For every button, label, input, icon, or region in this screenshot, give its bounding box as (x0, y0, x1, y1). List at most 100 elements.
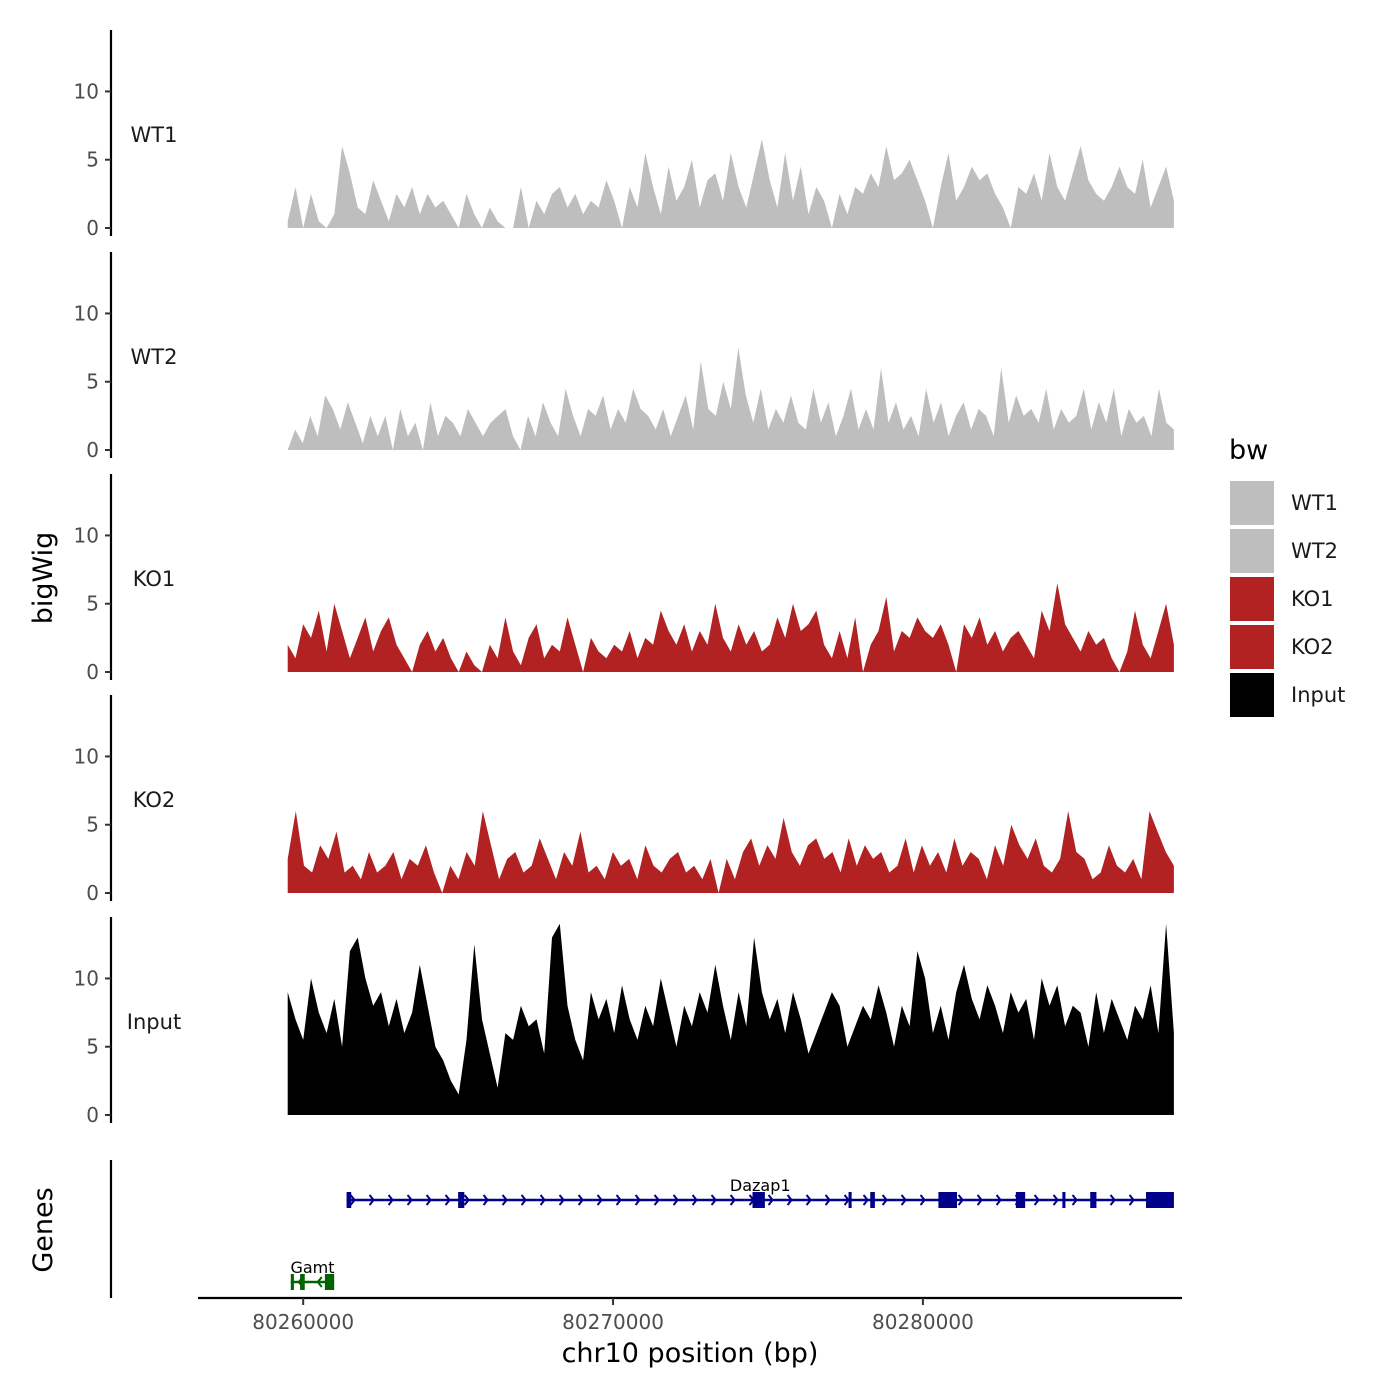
gene-label: Gamt (290, 1258, 334, 1277)
gene-annotation-panel: Dazap1 Gamt (109, 1160, 1174, 1298)
track-panel-wt2: 0 5 10 WT2 (74, 252, 1174, 462)
strand-arrow (349, 1194, 356, 1206)
strand-arrow (653, 1194, 660, 1206)
legend-swatch (1228, 671, 1276, 719)
strand-arrow (406, 1194, 413, 1206)
gene-exon (346, 1192, 352, 1208)
gene-exon (324, 1274, 335, 1290)
strand-arrow (881, 1194, 888, 1206)
gene-dazap1: Dazap1 (346, 1176, 1174, 1208)
coverage-area-input (287, 923, 1174, 1115)
strand-arrow (805, 1194, 812, 1206)
gene-label: Dazap1 (730, 1176, 791, 1195)
track-panel-ko1: 0 5 10 KO1 (74, 474, 1174, 684)
legend-label: KO2 (1291, 635, 1334, 659)
gene-exon (752, 1192, 765, 1208)
gene-exon (870, 1192, 875, 1208)
x-axis: 80260000 80270000 80280000 (198, 1296, 1182, 1334)
strand-arrow (577, 1194, 584, 1206)
x-tick-label: 80260000 (252, 1310, 354, 1334)
strand-arrow (976, 1194, 983, 1206)
gene-exon (1015, 1192, 1026, 1208)
track-label-ko2: KO2 (133, 788, 176, 812)
strand-arrow (615, 1194, 622, 1206)
strand-arrow (1128, 1194, 1135, 1206)
y-tick-label: 10 (74, 301, 99, 325)
coverage-area-ko1 (287, 583, 1174, 672)
strand-arrow (786, 1194, 793, 1206)
track-label-ko1: KO1 (133, 567, 176, 591)
gene-exon (1062, 1192, 1066, 1208)
coverage-area-ko2 (287, 811, 1174, 893)
strand-arrow (1071, 1194, 1078, 1206)
strand-arrow (672, 1194, 679, 1206)
legend-swatch (1228, 479, 1276, 527)
track-label-wt2: WT2 (131, 345, 178, 369)
legend-title: bw (1229, 435, 1268, 466)
strand-arrow (425, 1194, 432, 1206)
gene-exon (938, 1192, 957, 1208)
strand-arrow (368, 1194, 375, 1206)
strand-arrow (900, 1194, 907, 1206)
strand-arrow (691, 1194, 698, 1206)
gene-exon (1146, 1192, 1174, 1208)
track-panel-input: 0 5 10 Input (74, 917, 1174, 1127)
strand-arrow (558, 1194, 565, 1206)
legend-swatch (1228, 527, 1276, 575)
y-tick-label: 5 (86, 370, 99, 394)
y-tick-label: 5 (86, 592, 99, 616)
y-tick-label: 10 (74, 523, 99, 547)
track-label-input: Input (127, 1010, 181, 1034)
strand-arrow (520, 1194, 527, 1206)
track-panel-ko2: 0 5 10 KO2 (74, 695, 1174, 905)
strand-arrow (995, 1194, 1002, 1206)
strand-arrow (957, 1194, 964, 1206)
x-tick-label: 80280000 (872, 1310, 974, 1334)
legend-label: WT1 (1291, 491, 1338, 515)
y-tick-label: 5 (86, 1035, 99, 1059)
legend-item-wt1: WT1 (1228, 479, 1338, 527)
strand-arrow (767, 1194, 774, 1206)
legend: bw WT1 WT2 KO1 KO2 Input (1228, 435, 1345, 719)
legend-item-input: Input (1228, 671, 1345, 719)
strand-arrow (1052, 1194, 1059, 1206)
gene-exon (848, 1192, 852, 1208)
strand-arrow (444, 1194, 451, 1206)
y-tick-label: 0 (86, 1103, 99, 1127)
gene-exon (458, 1192, 465, 1208)
y-tick-label: 5 (86, 813, 99, 837)
legend-item-ko1: KO1 (1228, 575, 1334, 623)
strand-arrow (1033, 1194, 1040, 1206)
strand-arrow (710, 1194, 717, 1206)
y-tick-label: 0 (86, 438, 99, 462)
coverage-tracks: 0 5 10 WT1 0 5 10 WT2 0 5 10 KO1 0 5 10 KO2 0 5 10 Input (74, 30, 1174, 1127)
strand-arrow (482, 1194, 489, 1206)
y-tick-label: 10 (74, 966, 99, 990)
y-tick-label: 5 (86, 148, 99, 172)
y-axis-title: bigWig (28, 532, 59, 625)
gene-exon (300, 1274, 305, 1290)
track-label-wt1: WT1 (131, 123, 178, 147)
y-tick-label: 0 (86, 660, 99, 684)
y-tick-label: 10 (74, 744, 99, 768)
gene-exon (290, 1274, 294, 1290)
x-tick-label: 80270000 (562, 1310, 664, 1334)
legend-label: Input (1291, 683, 1345, 707)
y-tick-label: 10 (74, 79, 99, 103)
gene-gamt: Gamt (290, 1258, 335, 1290)
y-tick-label: 0 (86, 881, 99, 905)
coverage-area-wt2 (287, 347, 1174, 450)
coverage-area-wt1 (287, 139, 1174, 228)
x-axis-title: chr10 position (bp) (562, 1338, 819, 1369)
strand-arrow (463, 1194, 470, 1206)
legend-label: WT2 (1291, 539, 1338, 563)
strand-arrow (862, 1194, 869, 1206)
strand-arrow (919, 1194, 926, 1206)
y-tick-label: 0 (86, 216, 99, 240)
strand-arrow (501, 1194, 508, 1206)
strand-arrow (824, 1194, 831, 1206)
strand-arrow (316, 1276, 323, 1288)
strand-arrow (539, 1194, 546, 1206)
